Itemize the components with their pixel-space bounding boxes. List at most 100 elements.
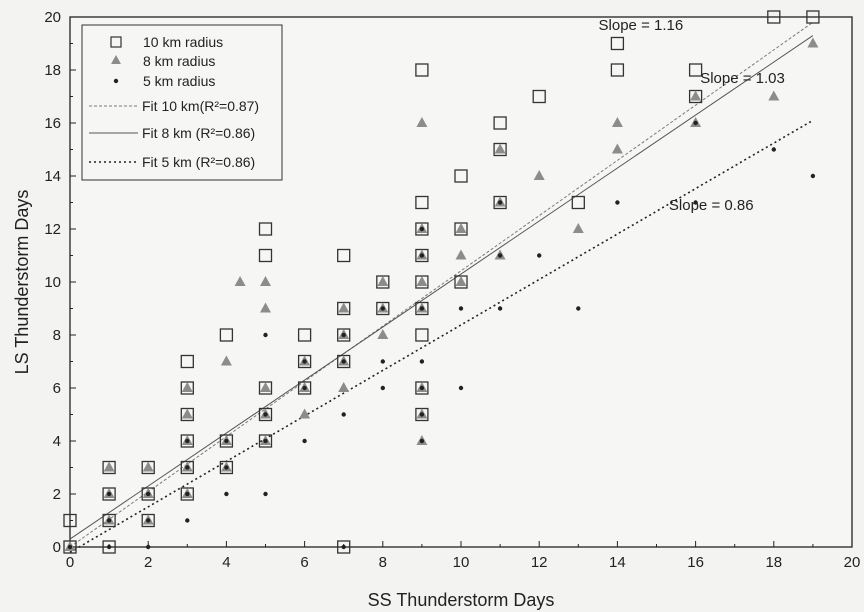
point-8km — [611, 143, 623, 154]
y-tick-label: 0 — [53, 539, 61, 556]
point-5km — [185, 438, 190, 444]
data-points — [63, 10, 820, 554]
point-5km — [302, 385, 307, 391]
y-tick-label: 20 — [44, 9, 61, 26]
x-tick-label: 14 — [609, 554, 626, 571]
slope-annotations: Slope = 1.16 Slope = 1.03 Slope = 0.86 — [599, 17, 785, 214]
legend-item-5km: 5 km radius — [113, 73, 215, 89]
point-10km — [337, 248, 351, 263]
point-5km — [341, 359, 346, 364]
legend-item-fit-5km: Fit 5 km (R²=0.86) — [89, 154, 255, 170]
legend-label-10km: 10 km radius — [143, 34, 223, 50]
x-tick-label: 6 — [300, 554, 308, 571]
point-5km — [185, 518, 190, 523]
point-8km — [181, 408, 193, 419]
point-5km — [771, 147, 776, 152]
axis-ticks: 0 2 4 6 8 10 12 14 16 18 20 0 2 4 6 8 10 12 14 16 18 20 — [44, 9, 860, 571]
legend-label-8km: 8 km radius — [143, 53, 215, 69]
legend-item-fit-10km: Fit 10 km(R²=0.87) — [89, 98, 259, 114]
point-5km — [497, 306, 503, 311]
x-tick-label: 16 — [687, 554, 704, 571]
open-square-marker-icon — [110, 36, 122, 48]
legend-item-8km: 8 km radius — [111, 53, 215, 69]
point-5km — [693, 200, 698, 205]
point-10km — [571, 195, 585, 210]
point-5km — [380, 306, 385, 311]
fit-line-2 — [69, 119, 814, 553]
legend: 10 km radius 8 km radius 5 km radius Fit… — [81, 24, 283, 181]
point-5km — [576, 306, 581, 311]
point-5km — [263, 491, 268, 497]
point-8km — [377, 276, 389, 286]
fit-line-0 — [69, 21, 814, 548]
point-5km — [146, 544, 151, 550]
point-8km — [260, 382, 271, 392]
point-5km — [419, 359, 425, 364]
point-10km — [219, 328, 234, 342]
point-10km — [532, 89, 546, 104]
x-tick-label: 4 — [222, 554, 230, 571]
x-tick-label: 0 — [66, 554, 74, 571]
legend-item-fit-8km: Fit 8 km (R²=0.86) — [89, 125, 255, 141]
y-tick-label: 12 — [44, 221, 61, 238]
point-10km — [297, 328, 312, 342]
point-10km — [454, 169, 468, 183]
point-5km — [615, 200, 620, 205]
point-8km — [260, 276, 271, 286]
slope-label-1: Slope = 1.03 — [700, 70, 785, 87]
point-8km — [220, 355, 232, 366]
fit-lines — [69, 21, 814, 553]
point-8km — [299, 408, 311, 419]
point-5km — [419, 412, 425, 417]
point-5km — [106, 518, 112, 523]
point-5km — [263, 332, 268, 338]
point-8km — [768, 90, 780, 101]
point-8km — [455, 276, 467, 286]
point-10km — [688, 63, 703, 77]
slope-label-2: Slope = 0.86 — [669, 197, 754, 214]
point-5km — [341, 544, 346, 550]
point-10km — [102, 540, 116, 554]
y-tick-label: 18 — [44, 62, 61, 79]
point-10km — [610, 36, 625, 51]
point-5km — [419, 385, 425, 391]
legend-label-fit-5km: Fit 5 km (R²=0.86) — [142, 154, 255, 170]
y-tick-label: 10 — [44, 274, 61, 291]
y-tick-label: 6 — [53, 380, 61, 397]
point-8km — [455, 249, 467, 260]
point-8km — [181, 382, 193, 392]
y-tick-label: 2 — [53, 486, 61, 503]
point-5km — [106, 544, 112, 550]
point-8km — [611, 117, 623, 127]
point-5km — [419, 226, 425, 232]
point-5km — [380, 359, 385, 364]
x-tick-label: 2 — [144, 554, 152, 571]
point-8km — [690, 90, 702, 101]
point-5km — [106, 491, 112, 497]
point-5km — [185, 465, 190, 470]
fit-line-1 — [69, 35, 814, 540]
x-tick-label: 12 — [531, 554, 548, 571]
point-8km — [807, 37, 819, 48]
point-5km — [380, 385, 385, 391]
point-5km — [497, 200, 503, 205]
point-10km — [258, 222, 273, 236]
point-5km — [419, 253, 425, 258]
y-tick-label: 14 — [44, 168, 61, 185]
point-8km — [338, 302, 350, 313]
y-tick-label: 8 — [53, 327, 61, 344]
point-8km — [455, 223, 467, 233]
point-5km — [263, 412, 268, 417]
point-5km — [185, 491, 190, 497]
slope-label-0: Slope = 1.16 — [599, 17, 684, 34]
point-10km — [806, 10, 820, 24]
point-10km — [180, 354, 194, 369]
point-5km — [419, 438, 425, 444]
y-axis-title: LS Thunderstorm Days — [12, 190, 32, 375]
point-10km — [415, 63, 429, 77]
legend-label-fit-8km: Fit 8 km (R²=0.86) — [142, 125, 255, 141]
point-5km — [497, 253, 503, 258]
point-5km — [224, 465, 229, 470]
x-tick-label: 20 — [844, 554, 861, 571]
